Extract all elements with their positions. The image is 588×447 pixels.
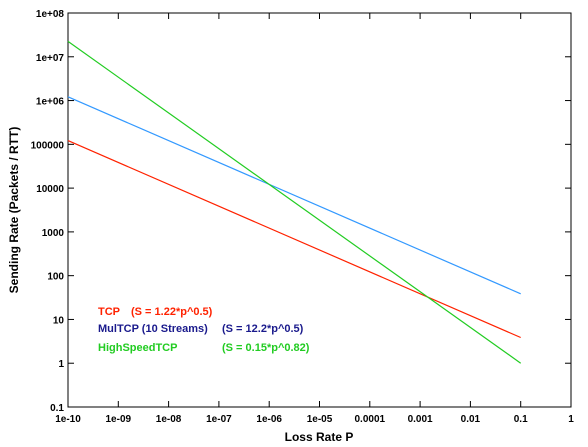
series-lines <box>67 40 522 364</box>
y-tick-label: 10 <box>53 315 65 326</box>
x-tick-label: 1e-06 <box>256 414 282 425</box>
y-tick-label: 10000 <box>36 184 64 195</box>
x-tick-label: 0.01 <box>461 414 481 425</box>
x-tick-label: 0.0001 <box>355 414 386 425</box>
y-tick-label: 1e+06 <box>36 97 65 108</box>
x-tick-label: 1e-10 <box>55 414 81 425</box>
x-tick-label: 1 <box>568 414 574 425</box>
legend-name-multcp: MulTCP (10 Streams) <box>98 323 208 335</box>
y-tick-label: 1e+08 <box>36 9 65 20</box>
x-tick-label: 0.001 <box>408 414 433 425</box>
legend-formula-tcp: (S = 1.22*p^0.5) <box>131 306 213 318</box>
y-tick-label: 100000 <box>31 140 65 151</box>
x-axis-label: Loss Rate P <box>285 430 354 444</box>
series-line-multcp-10-streams <box>67 96 521 295</box>
x-tick-label: 1e-07 <box>206 414 232 425</box>
x-tick-label: 1e-05 <box>307 414 333 425</box>
x-tick-label: 1e-09 <box>106 414 132 425</box>
legend-name-tcp: TCP <box>98 306 120 318</box>
x-tick-label: 1e-08 <box>156 414 182 425</box>
x-tick-label: 0.1 <box>514 414 528 425</box>
y-tick-label: 1 <box>58 359 64 370</box>
y-tick-label: 100 <box>47 272 64 283</box>
legend-formula-highspeedtcp: (S = 0.15*p^0.82) <box>222 342 310 354</box>
y-tick-label: 0.1 <box>50 403 64 414</box>
y-tick-label: 1000 <box>42 228 65 239</box>
legend-name-highspeedtcp: HighSpeedTCP <box>98 342 177 354</box>
legend-formula-multcp: (S = 12.2*p^0.5) <box>222 323 304 335</box>
series-line-tcp <box>67 140 521 339</box>
y-tick-label: 1e+07 <box>36 53 65 64</box>
axis-ticks: 1e-10 1e-09 1e-08 1e-07 1e-06 1e-05 0.0001 0.00… <box>31 9 575 425</box>
y-axis-label: Sending Rate (Packets / RTT) <box>7 127 21 294</box>
legend: TCP (S = 1.22*p^0.5) MulTCP (10 Streams)… <box>98 306 310 354</box>
series-line-highspeedtcp <box>67 40 522 364</box>
